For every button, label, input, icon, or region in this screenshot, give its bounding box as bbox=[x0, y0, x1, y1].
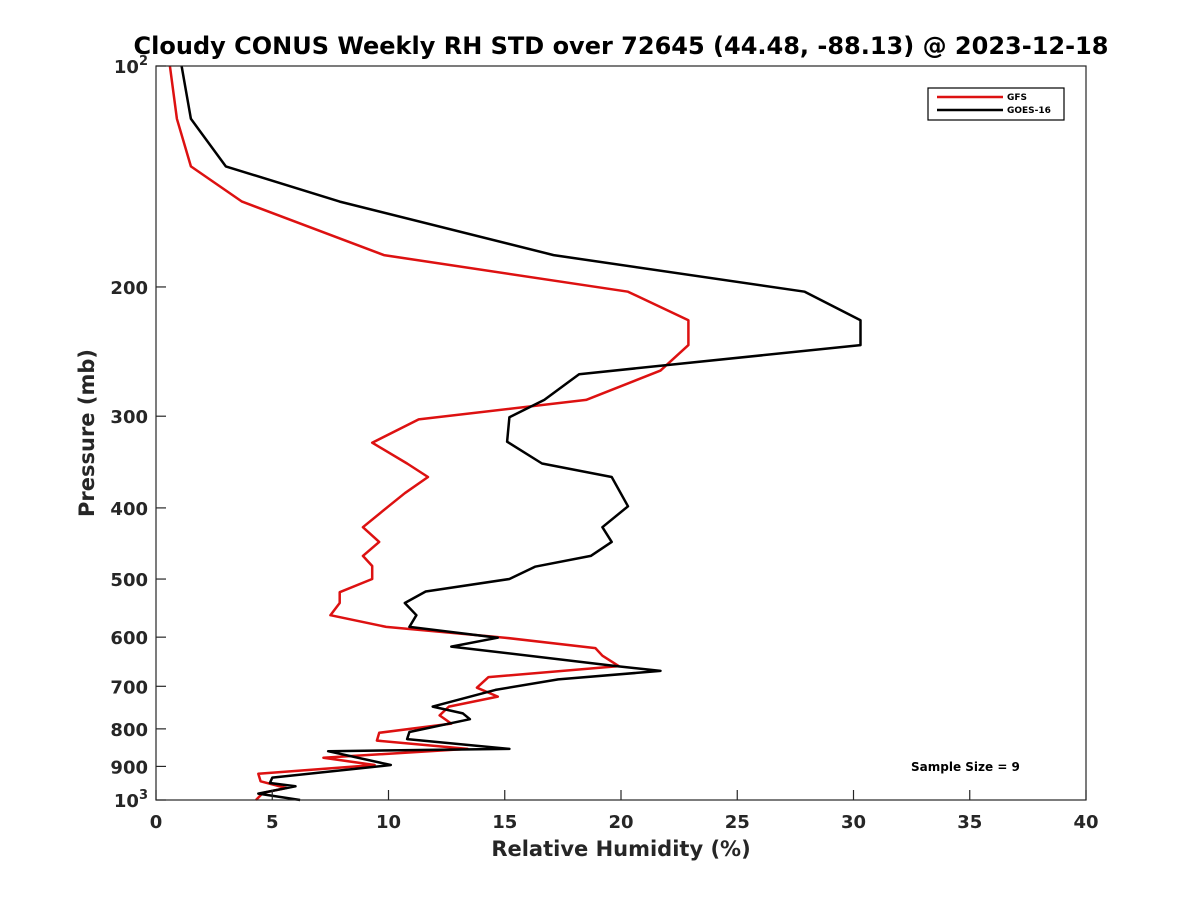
y-axis-label: Pressure (mb) bbox=[75, 349, 99, 517]
y-tick-label: 500 bbox=[110, 570, 148, 591]
y-tick-label: 400 bbox=[110, 499, 148, 520]
legend-label-gfs: GFS bbox=[1007, 93, 1027, 103]
y-tick-label: 600 bbox=[110, 628, 148, 649]
x-tick-label: 15 bbox=[492, 812, 517, 833]
series-line-goes16 bbox=[180, 65, 862, 802]
legend: GFS GOES-16 bbox=[927, 87, 1065, 121]
y-tick-label: 700 bbox=[110, 677, 148, 698]
sample-size-annotation: Sample Size = 9 bbox=[911, 760, 1020, 774]
y-tick-label: 300 bbox=[110, 407, 148, 428]
x-tick-label: 10 bbox=[376, 812, 401, 833]
x-tick-label: 25 bbox=[725, 812, 750, 833]
x-tick-label: 40 bbox=[1073, 812, 1098, 833]
chart-title: Cloudy CONUS Weekly RH STD over 72645 (4… bbox=[134, 32, 1109, 60]
y-tick-label: 200 bbox=[110, 278, 148, 299]
x-tick-label: 30 bbox=[841, 812, 866, 833]
y-tick-label: 900 bbox=[110, 757, 148, 778]
plot-frame bbox=[155, 65, 1087, 801]
legend-box bbox=[927, 87, 1065, 121]
x-axis-label: Relative Humidity (%) bbox=[491, 837, 750, 861]
axes-layer: 0 5 10 15 20 25 30 35 40 102 200 300 400 500 600 700 800… bbox=[110, 54, 1098, 833]
x-tick-label: 5 bbox=[266, 812, 279, 833]
x-tick-label: 0 bbox=[150, 812, 163, 833]
y-tick-label: 103 bbox=[114, 788, 148, 812]
series-layer bbox=[168, 65, 862, 802]
x-tick-label: 35 bbox=[957, 812, 982, 833]
series-line-gfs bbox=[168, 65, 690, 801]
y-tick-label: 800 bbox=[110, 720, 148, 741]
legend-label-goes16: GOES-16 bbox=[1007, 106, 1051, 116]
y-tick-label: 102 bbox=[114, 54, 148, 78]
x-tick-label: 20 bbox=[608, 812, 633, 833]
